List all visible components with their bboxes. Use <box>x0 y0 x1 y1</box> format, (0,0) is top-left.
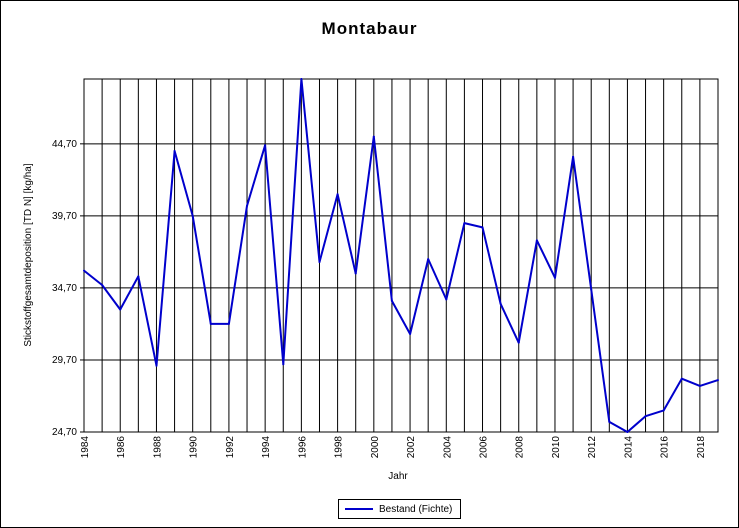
y-tick-label: 29,70 <box>52 355 77 366</box>
x-tick-label: 1998 <box>334 436 345 459</box>
data-point <box>227 322 230 325</box>
data-point <box>517 341 520 344</box>
x-tick-label: 2010 <box>551 436 562 459</box>
data-point <box>608 420 611 423</box>
series-line <box>83 78 719 433</box>
data-point <box>535 239 538 242</box>
data-point <box>553 276 556 279</box>
data-point <box>372 135 375 138</box>
x-tick-label: 2006 <box>479 436 490 459</box>
x-tick-label: 2008 <box>515 436 526 459</box>
legend-swatch <box>345 508 373 510</box>
data-point <box>390 299 393 302</box>
legend: Bestand (Fichte) <box>338 499 461 519</box>
x-tick-label: 2016 <box>660 436 671 459</box>
data-point <box>717 379 719 382</box>
data-point <box>191 214 194 217</box>
x-tick-label: 2012 <box>587 436 598 459</box>
data-point <box>336 193 339 196</box>
x-axis-label: Jahr <box>388 471 408 482</box>
y-axis-label: Stickstoffgesamtdeposition [TD N] [kg/ha… <box>23 163 34 346</box>
data-point <box>572 155 575 158</box>
data-point <box>173 150 176 153</box>
data-point <box>209 322 212 325</box>
data-point <box>626 431 629 433</box>
y-tick-label: 34,70 <box>52 283 77 294</box>
y-tick-label: 39,70 <box>52 211 77 222</box>
x-tick-label: 2014 <box>623 436 634 459</box>
data-point <box>698 384 701 387</box>
data-point <box>590 288 593 291</box>
data-point <box>463 222 466 225</box>
data-point <box>354 272 357 275</box>
data-point <box>300 78 303 80</box>
data-point <box>101 284 104 287</box>
data-point <box>318 260 321 263</box>
x-tick-label: 1990 <box>189 436 200 459</box>
y-tick-label: 44,70 <box>52 139 77 150</box>
plot-area <box>83 78 719 433</box>
data-point <box>282 363 285 366</box>
x-tick-label: 1988 <box>152 436 163 459</box>
series-layer <box>83 78 719 433</box>
data-point <box>246 204 249 207</box>
x-tick-label: 2004 <box>442 436 453 459</box>
chart-title: Montabaur <box>321 19 418 38</box>
data-point <box>83 269 85 272</box>
data-point <box>481 226 484 229</box>
y-tick-label: 24,70 <box>52 427 77 438</box>
data-point <box>427 258 430 261</box>
x-tick-label: 2002 <box>406 436 417 459</box>
data-point <box>499 302 502 305</box>
data-point <box>155 364 158 367</box>
data-point <box>662 409 665 412</box>
data-point <box>409 333 412 336</box>
x-tick-label: 1984 <box>80 436 91 459</box>
y-tick-labels: 24,70 29,70 34,70 39,70 44,70 <box>52 139 77 438</box>
data-point <box>644 415 647 418</box>
data-point <box>445 298 448 301</box>
legend-label: Bestand (Fichte) <box>379 503 453 515</box>
grid <box>80 78 719 433</box>
x-tick-label: 1994 <box>261 436 272 459</box>
x-tick-label: 1986 <box>116 436 127 459</box>
x-tick-labels: 1984 1986 1988 1990 1992 1994 1996 1998 2000 2002… <box>80 436 707 459</box>
x-tick-label: 2000 <box>370 436 381 459</box>
data-point <box>264 144 267 147</box>
data-point <box>137 275 140 278</box>
x-tick-label: 1996 <box>297 436 308 459</box>
x-tick-label: 1992 <box>225 436 236 459</box>
data-point <box>680 377 683 380</box>
x-tick-label: 2018 <box>696 436 707 459</box>
data-point <box>119 308 122 311</box>
